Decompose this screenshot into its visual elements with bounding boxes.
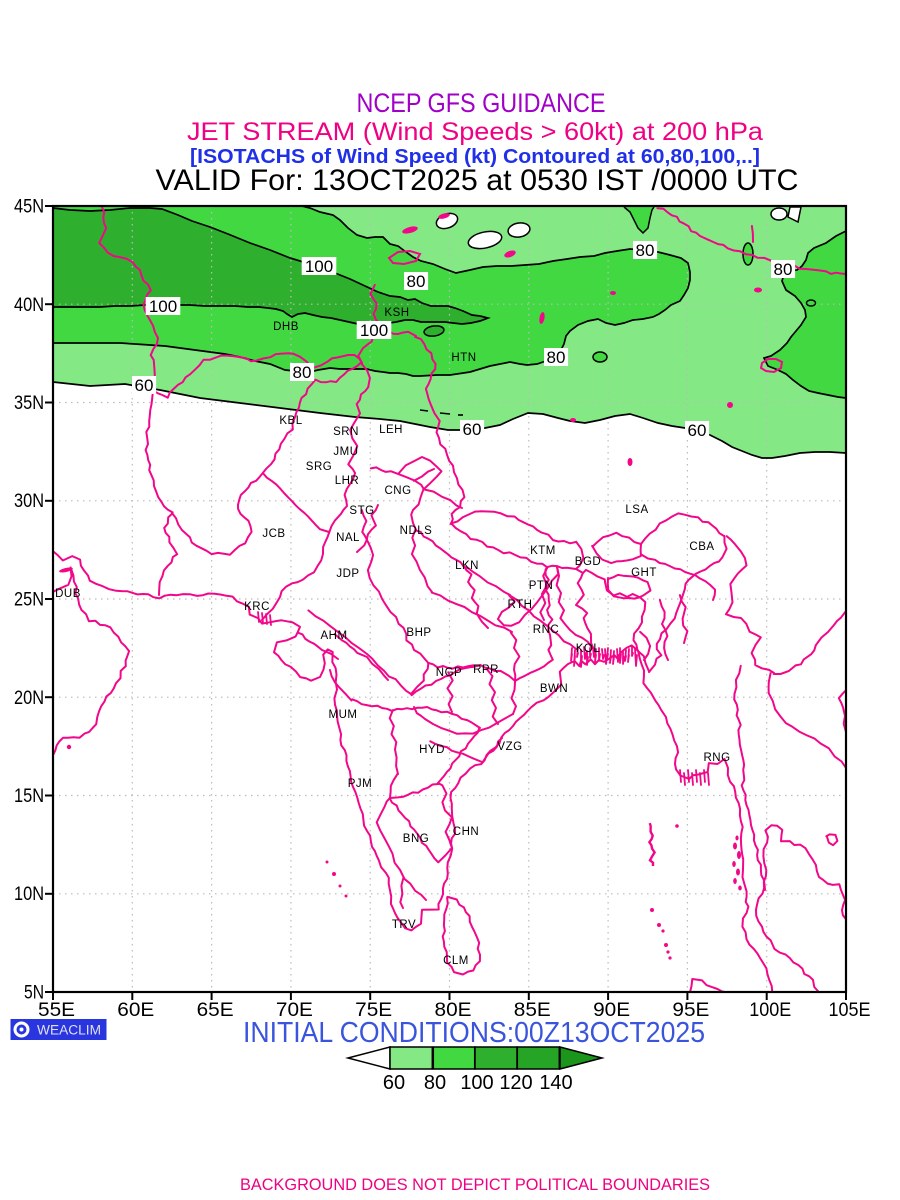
svg-text:95E: 95E <box>672 1000 709 1021</box>
svg-text:105E: 105E <box>829 1000 871 1021</box>
svg-text:25N: 25N <box>14 590 44 611</box>
svg-text:VZG: VZG <box>497 741 522 753</box>
svg-text:CLM: CLM <box>443 955 469 967</box>
svg-text:[ISOTACHS of Wind Speed (kt) C: [ISOTACHS of Wind Speed (kt) Contoured a… <box>190 146 760 168</box>
svg-text:90E: 90E <box>593 1000 630 1021</box>
svg-text:30N: 30N <box>14 491 44 512</box>
svg-text:MUM: MUM <box>329 709 358 721</box>
svg-text:RTH: RTH <box>508 599 533 611</box>
svg-text:HTN: HTN <box>451 352 476 364</box>
svg-text:SRN: SRN <box>333 426 359 438</box>
svg-text:65E: 65E <box>197 1000 234 1021</box>
svg-text:CBA: CBA <box>689 541 714 553</box>
svg-text:60E: 60E <box>117 1000 154 1021</box>
svg-text:TRV: TRV <box>392 919 416 931</box>
svg-text:VALID For: 13OCT2025 at 0530 I: VALID For: 13OCT2025 at 0530 IST /0000 U… <box>156 164 799 197</box>
svg-text:KTM: KTM <box>530 545 556 557</box>
svg-text:LSA: LSA <box>625 504 648 516</box>
svg-text:55E: 55E <box>38 1000 75 1021</box>
svg-text:70E: 70E <box>276 1000 313 1021</box>
svg-text:PJM: PJM <box>348 778 373 790</box>
svg-text:120: 120 <box>499 1072 532 1094</box>
svg-text:20N: 20N <box>14 688 44 709</box>
svg-text:10N: 10N <box>14 884 44 905</box>
svg-text:HYD: HYD <box>419 744 445 756</box>
svg-text:RPR: RPR <box>473 664 499 676</box>
svg-text:60: 60 <box>383 1072 405 1094</box>
svg-text:80: 80 <box>293 363 312 382</box>
svg-text:WEACLIM: WEACLIM <box>37 1023 101 1038</box>
svg-text:100: 100 <box>360 321 388 340</box>
svg-text:RNG: RNG <box>703 752 730 764</box>
svg-text:PTN: PTN <box>529 580 554 592</box>
svg-text:5N: 5N <box>24 983 44 1004</box>
svg-text:100: 100 <box>460 1072 493 1094</box>
svg-text:100: 100 <box>149 297 177 316</box>
svg-text:60: 60 <box>135 376 154 395</box>
svg-text:80: 80 <box>636 241 655 260</box>
svg-text:75E: 75E <box>355 1000 392 1021</box>
svg-text:NCEP GFS GUIDANCE: NCEP GFS GUIDANCE <box>357 88 606 118</box>
svg-text:80: 80 <box>407 272 426 291</box>
svg-text:NGP: NGP <box>436 667 462 679</box>
svg-text:60: 60 <box>463 420 482 439</box>
svg-text:AHM: AHM <box>320 630 347 642</box>
svg-text:80: 80 <box>424 1072 446 1094</box>
svg-text:SRG: SRG <box>306 461 332 473</box>
svg-text:NDLS: NDLS <box>400 525 433 537</box>
svg-text:60: 60 <box>688 421 707 440</box>
svg-text:LKN: LKN <box>455 560 479 572</box>
svg-text:CNG: CNG <box>384 485 411 497</box>
svg-text:JET STREAM (Wind Speeds > 60kt: JET STREAM (Wind Speeds > 60kt) at 200 h… <box>187 118 763 146</box>
svg-text:15N: 15N <box>14 786 44 807</box>
svg-text:DHB: DHB <box>273 321 299 333</box>
svg-text:DUB: DUB <box>55 588 81 600</box>
svg-text:STG: STG <box>349 505 374 517</box>
svg-text:100E: 100E <box>749 1000 791 1021</box>
svg-text:INITIAL CONDITIONS:00Z13OCT20: INITIAL CONDITIONS:00Z13OCT2025 <box>243 1017 705 1049</box>
svg-text:40N: 40N <box>14 295 44 316</box>
svg-text:BACKGROUND DOES NOT DEPICT POL: BACKGROUND DOES NOT DEPICT POLITICAL BOU… <box>240 1175 710 1194</box>
svg-text:KBL: KBL <box>279 415 302 427</box>
svg-text:KOL: KOL <box>576 643 601 655</box>
svg-text:35N: 35N <box>14 393 44 414</box>
svg-text:JDP: JDP <box>336 568 359 580</box>
svg-text:BGD: BGD <box>575 556 601 568</box>
svg-text:BHP: BHP <box>406 627 431 639</box>
svg-text:85E: 85E <box>514 1000 551 1021</box>
svg-text:JCB: JCB <box>262 528 285 540</box>
svg-text:JMU: JMU <box>333 446 358 458</box>
svg-text:NAL: NAL <box>336 532 360 544</box>
svg-text:LEH: LEH <box>379 424 403 436</box>
svg-text:GHT: GHT <box>631 567 657 579</box>
svg-text:KSH: KSH <box>384 307 409 319</box>
svg-text:100: 100 <box>305 257 333 276</box>
svg-text:80E: 80E <box>435 1000 472 1021</box>
svg-text:BWN: BWN <box>540 683 568 695</box>
svg-text:KRC: KRC <box>244 601 270 613</box>
svg-text:80: 80 <box>547 348 566 367</box>
svg-text:140: 140 <box>539 1072 572 1094</box>
svg-text:CHN: CHN <box>453 826 479 838</box>
svg-text:45N: 45N <box>14 197 44 218</box>
svg-text:BNG: BNG <box>403 833 429 845</box>
svg-text:80: 80 <box>774 260 793 279</box>
svg-text:RNC: RNC <box>533 624 559 636</box>
svg-text:LHR: LHR <box>335 475 360 487</box>
